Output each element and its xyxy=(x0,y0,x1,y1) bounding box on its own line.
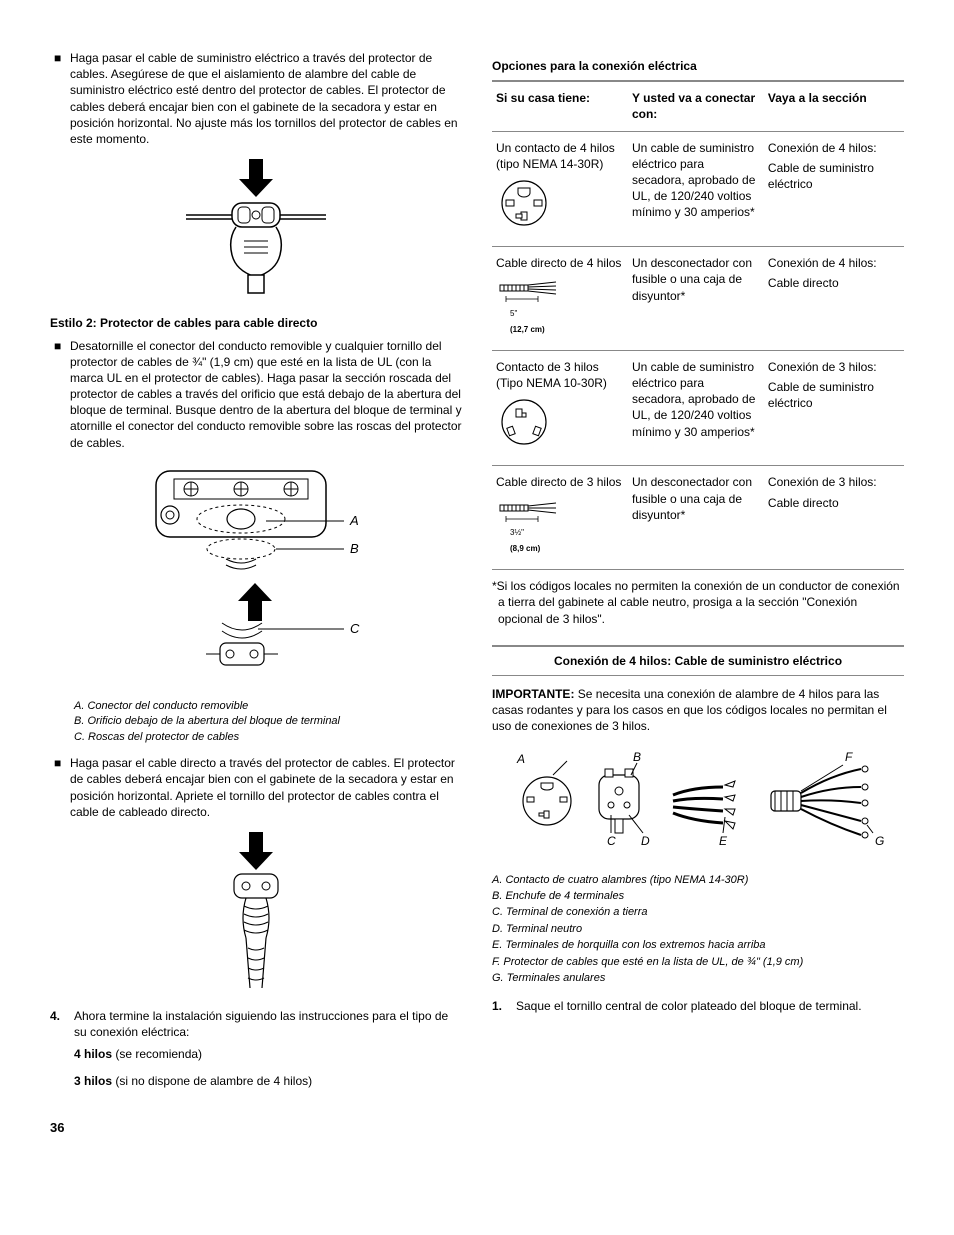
cap-E: E. Terminales de horquilla con los extre… xyxy=(492,938,904,953)
th-1: Si su casa tiene: xyxy=(492,84,628,131)
bullet-item: ■ Haga pasar el cable directo a través d… xyxy=(50,755,462,820)
outlet-4wire-icon xyxy=(496,178,624,232)
sub-rest: (si no dispone de alambre de 4 hilos) xyxy=(112,1074,312,1088)
svg-text:A: A xyxy=(516,752,525,766)
dim-top: 5" xyxy=(510,309,517,318)
svg-text:F: F xyxy=(845,750,853,764)
outlet-3wire-icon xyxy=(496,397,624,451)
cap-A: A. Contacto de cuatro alambres (tipo NEM… xyxy=(492,873,904,888)
figure-direct-wire xyxy=(50,830,462,994)
figure-style1 xyxy=(50,157,462,301)
cell-text: Un cable de suministro eléctrico para se… xyxy=(628,131,764,247)
page-number: 36 xyxy=(50,1119,904,1137)
cell-text: Un desconectador con fusible o una caja … xyxy=(628,466,764,570)
cell-text: Cable directo de 4 hilos xyxy=(496,255,624,271)
cell-text: Cable de suministro eléctrico xyxy=(768,160,900,192)
th-3: Vaya a la sección xyxy=(764,84,904,131)
dim-top: 3½" xyxy=(510,528,524,537)
cap-G: G. Terminales anulares xyxy=(492,971,904,986)
num-text: Saque el tornillo central de color plate… xyxy=(516,998,904,1014)
num-mark: 4. xyxy=(50,1008,74,1040)
cap-C: C. Terminal de conexión a tierra xyxy=(492,905,904,920)
svg-text:E: E xyxy=(719,834,728,848)
numbered-item-4: 4. Ahora termine la instalación siguiend… xyxy=(50,1008,462,1040)
table-row: Contacto de 3 hilos (Tipo NEMA 10-30R) xyxy=(492,350,904,466)
figure-style2: A B C xyxy=(50,461,462,685)
table-row: Un contacto de 4 hilos (tipo NEMA 14-30R… xyxy=(492,131,904,247)
cap-B: B. Enchufe de 4 terminales xyxy=(492,889,904,904)
th-2: Y usted va a conectar con: xyxy=(628,84,764,131)
cell-text: Un cable de suministro eléctrico para se… xyxy=(628,350,764,466)
important-paragraph: IMPORTANTE: Se necesita una conexión de … xyxy=(492,686,904,735)
left-column: ■ Haga pasar el cable de suministro eléc… xyxy=(50,50,462,1089)
direct-wire-4-icon: 5" (12,7 cm) xyxy=(496,277,624,336)
cell-text: Un desconectador con fusible o una caja … xyxy=(628,247,764,351)
num-text: Ahora termine la instalación siguiendo l… xyxy=(74,1008,462,1040)
sub-rest: (se recomienda) xyxy=(112,1047,202,1061)
table-footnote: *Si los códigos locales no permiten la c… xyxy=(492,578,904,627)
label-C: C xyxy=(350,621,360,636)
cell-text: Conexión de 4 hilos: xyxy=(768,255,900,271)
style2-heading: Estilo 2: Protector de cables para cable… xyxy=(50,315,462,331)
dim-label: (12,7 cm) xyxy=(510,325,545,334)
cell-text: Un contacto de 4 hilos (tipo NEMA 14-30R… xyxy=(496,140,624,172)
table-row: Cable directo de 3 hilos xyxy=(492,466,904,570)
caption-A: A. Conector del conducto removible xyxy=(74,699,462,714)
sub-bold: 4 hilos xyxy=(74,1047,112,1061)
bullet-text: Desatornille el conector del conducto re… xyxy=(70,338,462,451)
dim-label: (8,9 cm) xyxy=(510,544,540,553)
num-mark: 1. xyxy=(492,998,516,1014)
cap-F: F. Protector de cables que esté en la li… xyxy=(492,955,904,970)
cell-text: Contacto de 3 hilos (Tipo NEMA 10-30R) xyxy=(496,359,624,391)
important-bold: IMPORTANTE: xyxy=(492,687,574,701)
bullet-text: Haga pasar el cable directo a través del… xyxy=(70,755,462,820)
table-row: Cable directo de 4 hilos xyxy=(492,247,904,351)
cap-D: D. Terminal neutro xyxy=(492,922,904,937)
cell-text: Conexión de 4 hilos: xyxy=(768,140,900,156)
cell-text: Cable directo xyxy=(768,275,900,291)
right-column: Opciones para la conexión eléctrica Si s… xyxy=(492,50,904,1089)
sub-bold: 3 hilos xyxy=(74,1074,112,1088)
bullet-mark: ■ xyxy=(50,338,70,451)
cell-text: Conexión de 3 hilos: xyxy=(768,359,900,375)
cell-text: Conexión de 3 hilos: xyxy=(768,474,900,490)
direct-wire-3-icon: 3½" (8,9 cm) xyxy=(496,497,624,556)
label-B: B xyxy=(350,541,359,556)
bullet-item: ■ Desatornille el conector del conducto … xyxy=(50,338,462,451)
figure-4wire-connection: A B C D xyxy=(492,745,904,859)
bullet-item: ■ Haga pasar el cable de suministro eléc… xyxy=(50,50,462,147)
connection-table: Si su casa tiene: Y usted va a conectar … xyxy=(492,80,904,570)
sub-4-wire: 4 hilos (se recomienda) xyxy=(74,1046,462,1062)
svg-text:G: G xyxy=(875,834,884,848)
bullet-text: Haga pasar el cable de suministro eléctr… xyxy=(70,50,462,147)
caption-B: B. Orificio debajo de la abertura del bl… xyxy=(74,714,462,729)
conn4-heading: Conexión de 4 hilos: Cable de suministro… xyxy=(492,653,904,669)
numbered-item-1: 1. Saque el tornillo central de color pl… xyxy=(492,998,904,1014)
svg-text:C: C xyxy=(607,834,616,848)
svg-text:D: D xyxy=(641,834,650,848)
svg-text:B: B xyxy=(633,750,641,764)
cell-text: Cable de suministro eléctrico xyxy=(768,379,900,411)
bullet-mark: ■ xyxy=(50,50,70,147)
options-heading: Opciones para la conexión eléctrica xyxy=(492,58,904,74)
caption-C: C. Roscas del protector de cables xyxy=(74,730,462,745)
bullet-mark: ■ xyxy=(50,755,70,820)
label-A: A xyxy=(349,513,359,528)
sub-3-wire: 3 hilos (si no dispone de alambre de 4 h… xyxy=(74,1073,462,1089)
cell-text: Cable directo xyxy=(768,495,900,511)
figure2-captions: A. Conector del conducto removible B. Or… xyxy=(74,699,462,745)
cell-text: Cable directo de 3 hilos xyxy=(496,474,624,490)
figure-4wire-captions: A. Contacto de cuatro alambres (tipo NEM… xyxy=(492,873,904,987)
